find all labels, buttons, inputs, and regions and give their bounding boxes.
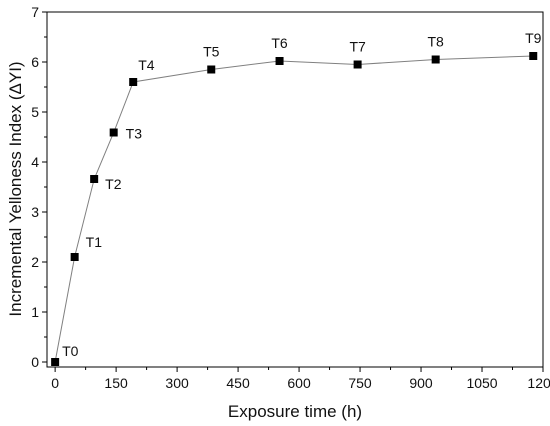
data-point	[275, 57, 284, 65]
y-tick-label: 1	[31, 304, 39, 320]
point-label: T8	[427, 34, 444, 50]
data-point	[90, 175, 99, 183]
data-point	[51, 358, 60, 366]
y-tick-label: 6	[31, 54, 39, 70]
x-tick-label: 150	[104, 375, 128, 391]
x-tick-label: 600	[287, 375, 311, 391]
y-tick-label: 5	[31, 104, 39, 120]
y-axis-title: Incremental Yelloness Index (ΔYI)	[6, 61, 25, 316]
point-label: T1	[86, 234, 103, 250]
data-point	[70, 253, 79, 261]
x-tick-label: 450	[226, 375, 250, 391]
data-point	[431, 55, 440, 64]
y-tick-label: 2	[31, 254, 39, 270]
data-point	[529, 52, 538, 60]
x-tick-label: 0	[51, 375, 59, 391]
series-markers	[51, 52, 538, 366]
point-label: T2	[105, 176, 122, 192]
x-axis-title: Exposure time (h)	[228, 402, 362, 421]
x-tick-label: 900	[409, 375, 433, 391]
point-label: T5	[203, 44, 220, 60]
x-tick-label: 300	[165, 375, 189, 391]
point-label: T3	[126, 126, 143, 142]
point-label: T9	[525, 30, 542, 46]
point-label: T7	[349, 39, 366, 55]
data-point	[353, 60, 362, 69]
data-point	[129, 78, 138, 86]
data-point	[207, 65, 216, 74]
data-point	[109, 128, 118, 137]
point-label: T6	[271, 35, 288, 51]
x-tick-label: 1050	[466, 375, 497, 391]
axis-ticks	[42, 11, 544, 372]
y-tick-labels: 0 1 2 3 4 5 6 7	[31, 4, 39, 370]
y-tick-label: 7	[31, 4, 39, 20]
y-tick-label: 3	[31, 204, 39, 220]
y-tick-label: 0	[31, 354, 39, 370]
point-label: T4	[138, 57, 155, 73]
y-tick-label: 4	[31, 154, 39, 170]
series-line	[54, 55, 534, 363]
x-tick-label: 750	[348, 375, 372, 391]
point-labels: T0 T1 T2 T3 T4 T5 T6 T7 T8 T9	[62, 30, 541, 359]
plot-frame	[46, 11, 544, 368]
point-label: T0	[62, 343, 79, 359]
